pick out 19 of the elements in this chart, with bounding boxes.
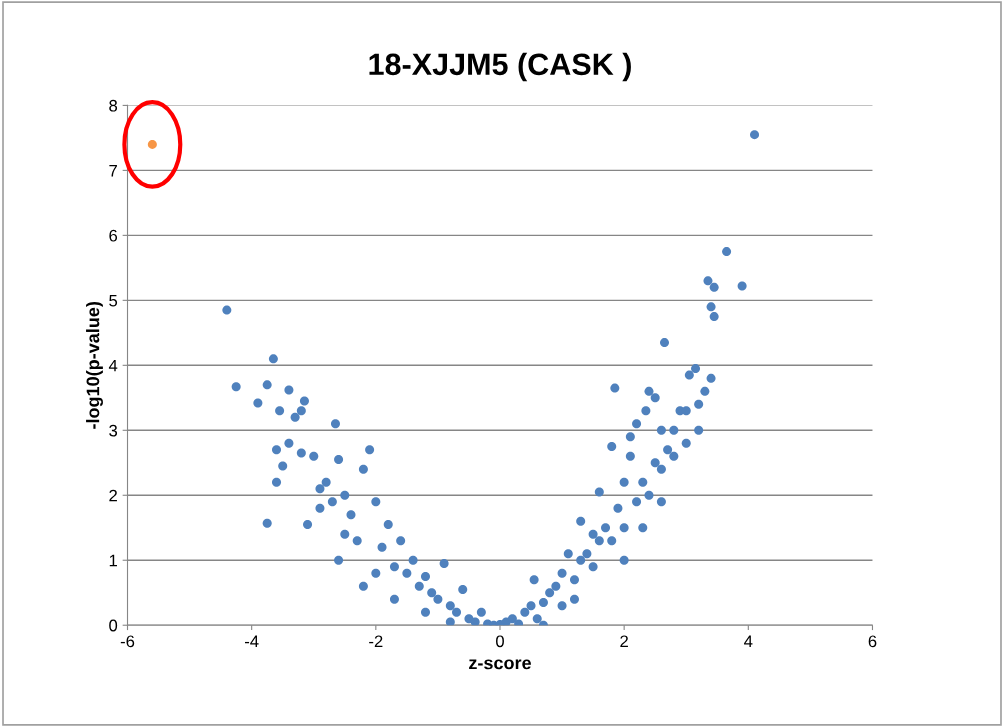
y-tick-label: 4 xyxy=(108,359,118,372)
x-tick-label: 0 xyxy=(496,635,504,648)
x-tick-label: -4 xyxy=(245,635,259,648)
y-tick-label: 7 xyxy=(109,164,117,177)
x-tick-label: 4 xyxy=(744,635,753,648)
y-tick-label: 3 xyxy=(109,424,118,437)
y-tick-label: 2 xyxy=(109,489,117,502)
x-tick-label: -6 xyxy=(120,635,135,648)
x-tick-label: 2 xyxy=(620,635,628,648)
y-axis-title: -log10(p-value) xyxy=(86,302,103,429)
y-tick-label: 6 xyxy=(109,229,118,242)
y-tick-label: 1 xyxy=(109,554,117,567)
x-tick-label: 6 xyxy=(868,635,877,648)
y-tick-label: 5 xyxy=(109,294,118,307)
x-tick-label: -2 xyxy=(369,635,383,648)
chart-title: 18-XJJM5 (CASK ) xyxy=(369,52,631,82)
x-axis-title: z-score xyxy=(469,659,531,670)
y-tick-label: 0 xyxy=(109,619,118,632)
y-tick-label: 8 xyxy=(109,99,118,112)
